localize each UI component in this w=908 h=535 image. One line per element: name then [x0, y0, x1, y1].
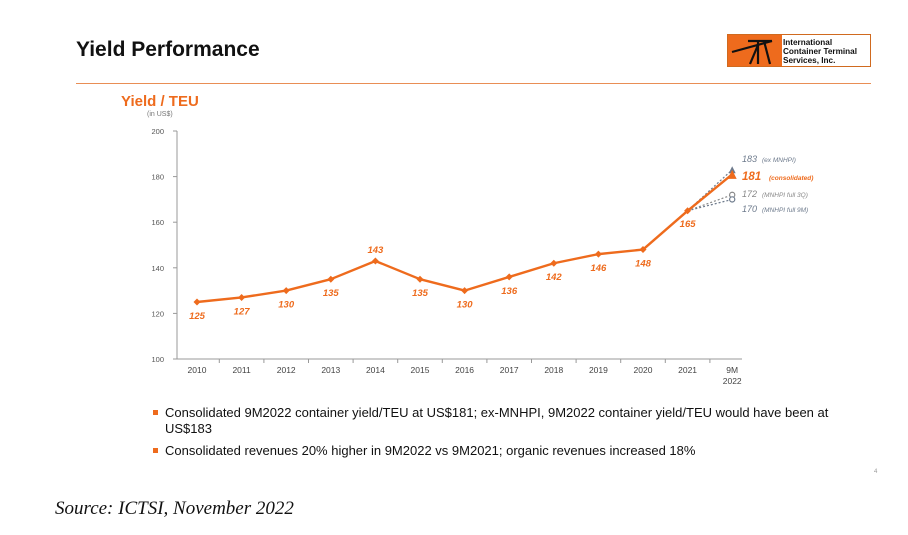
x-tick-label: 2016: [455, 365, 474, 375]
source-caption: Source: ICTSI, November 2022: [55, 498, 294, 519]
alternate-circle-marker: [729, 196, 736, 203]
data-point: [327, 275, 335, 283]
x-tick-label: 2012: [277, 365, 296, 375]
x-tick-label: 2021: [678, 365, 697, 375]
y-tick-label: 140: [151, 264, 164, 273]
company-logo: International Container Terminal Service…: [727, 34, 871, 67]
data-point: [684, 207, 692, 215]
data-label: 127: [234, 306, 251, 317]
y-tick-label: 120: [151, 309, 164, 318]
data-point: [193, 298, 201, 306]
alternate-triangle-marker: [728, 166, 736, 174]
data-point: [505, 273, 513, 281]
title-divider: [76, 83, 871, 84]
logo-text: International Container Terminal Service…: [783, 38, 858, 65]
data-point: [371, 257, 379, 265]
x-tick-label: 9M 2022: [723, 365, 742, 386]
data-point: [461, 287, 469, 295]
data-label: 130: [278, 300, 295, 311]
bullet-square-icon: [153, 448, 158, 453]
alternate-dotted-line: [687, 194, 733, 212]
crane-logo-icon: [728, 35, 782, 66]
data-label: 148: [635, 259, 652, 270]
alternate-note-label: (MNHPI full 9M): [762, 207, 808, 214]
alternate-value-label: 170: [742, 204, 757, 214]
data-label: 135: [412, 288, 429, 299]
data-point: [416, 275, 424, 283]
x-tick-label: 2020: [634, 365, 653, 375]
alternate-value-label: 181: [742, 171, 761, 183]
y-tick-label: 100: [151, 355, 164, 364]
alternate-note-label: (MNHPI full 3Q): [762, 192, 808, 199]
x-tick-label: 2011: [232, 365, 251, 375]
x-tick-label: 2018: [544, 365, 563, 375]
yield-line-chart: 100 120 140 160 180 200 2010 2011 2012 2013 2014 20…: [151, 127, 813, 386]
data-label: 146: [590, 263, 607, 274]
data-label: 142: [546, 272, 563, 283]
bullet-item: Consolidated 9M2022 container yield/TEU …: [153, 405, 833, 437]
data-label: 143: [367, 245, 384, 256]
alternate-value-label: 183: [742, 154, 757, 164]
chart-subtitle: (in US$): [147, 111, 173, 118]
data-point: [550, 259, 558, 267]
bullet-list: Consolidated 9M2022 container yield/TEU …: [153, 405, 833, 465]
data-label: 165: [680, 219, 697, 230]
x-tick-label: 2010: [188, 365, 207, 375]
data-point: [238, 293, 246, 301]
data-label: 136: [501, 286, 518, 297]
data-point: [639, 246, 647, 254]
slide-title: Yield Performance: [76, 38, 260, 61]
bullet-square-icon: [153, 410, 158, 415]
alternate-value-label: 172: [742, 189, 757, 199]
data-label: 130: [457, 300, 474, 311]
y-tick-label: 160: [151, 218, 164, 227]
y-tick-label: 180: [151, 173, 164, 182]
alternate-note-label: (consolidated): [769, 175, 813, 182]
x-tick-label: 2013: [321, 365, 340, 375]
data-point: [282, 287, 290, 295]
chart-title: Yield / TEU: [121, 93, 199, 110]
x-tick-label: 2014: [366, 365, 385, 375]
data-label: 135: [323, 288, 340, 299]
bullet-item: Consolidated revenues 20% higher in 9M20…: [153, 443, 833, 459]
alternate-note-label: (ex MNHPI): [762, 157, 796, 164]
alternate-triangle-marker: [727, 169, 737, 179]
data-point: [594, 250, 602, 258]
page-number: 4: [874, 469, 878, 475]
y-tick-label: 200: [151, 127, 164, 136]
x-tick-label: 2015: [411, 365, 430, 375]
data-label: 125: [189, 311, 206, 322]
x-tick-label: 2019: [589, 365, 608, 375]
x-tick-label: 2017: [500, 365, 519, 375]
series-line: [196, 173, 733, 304]
